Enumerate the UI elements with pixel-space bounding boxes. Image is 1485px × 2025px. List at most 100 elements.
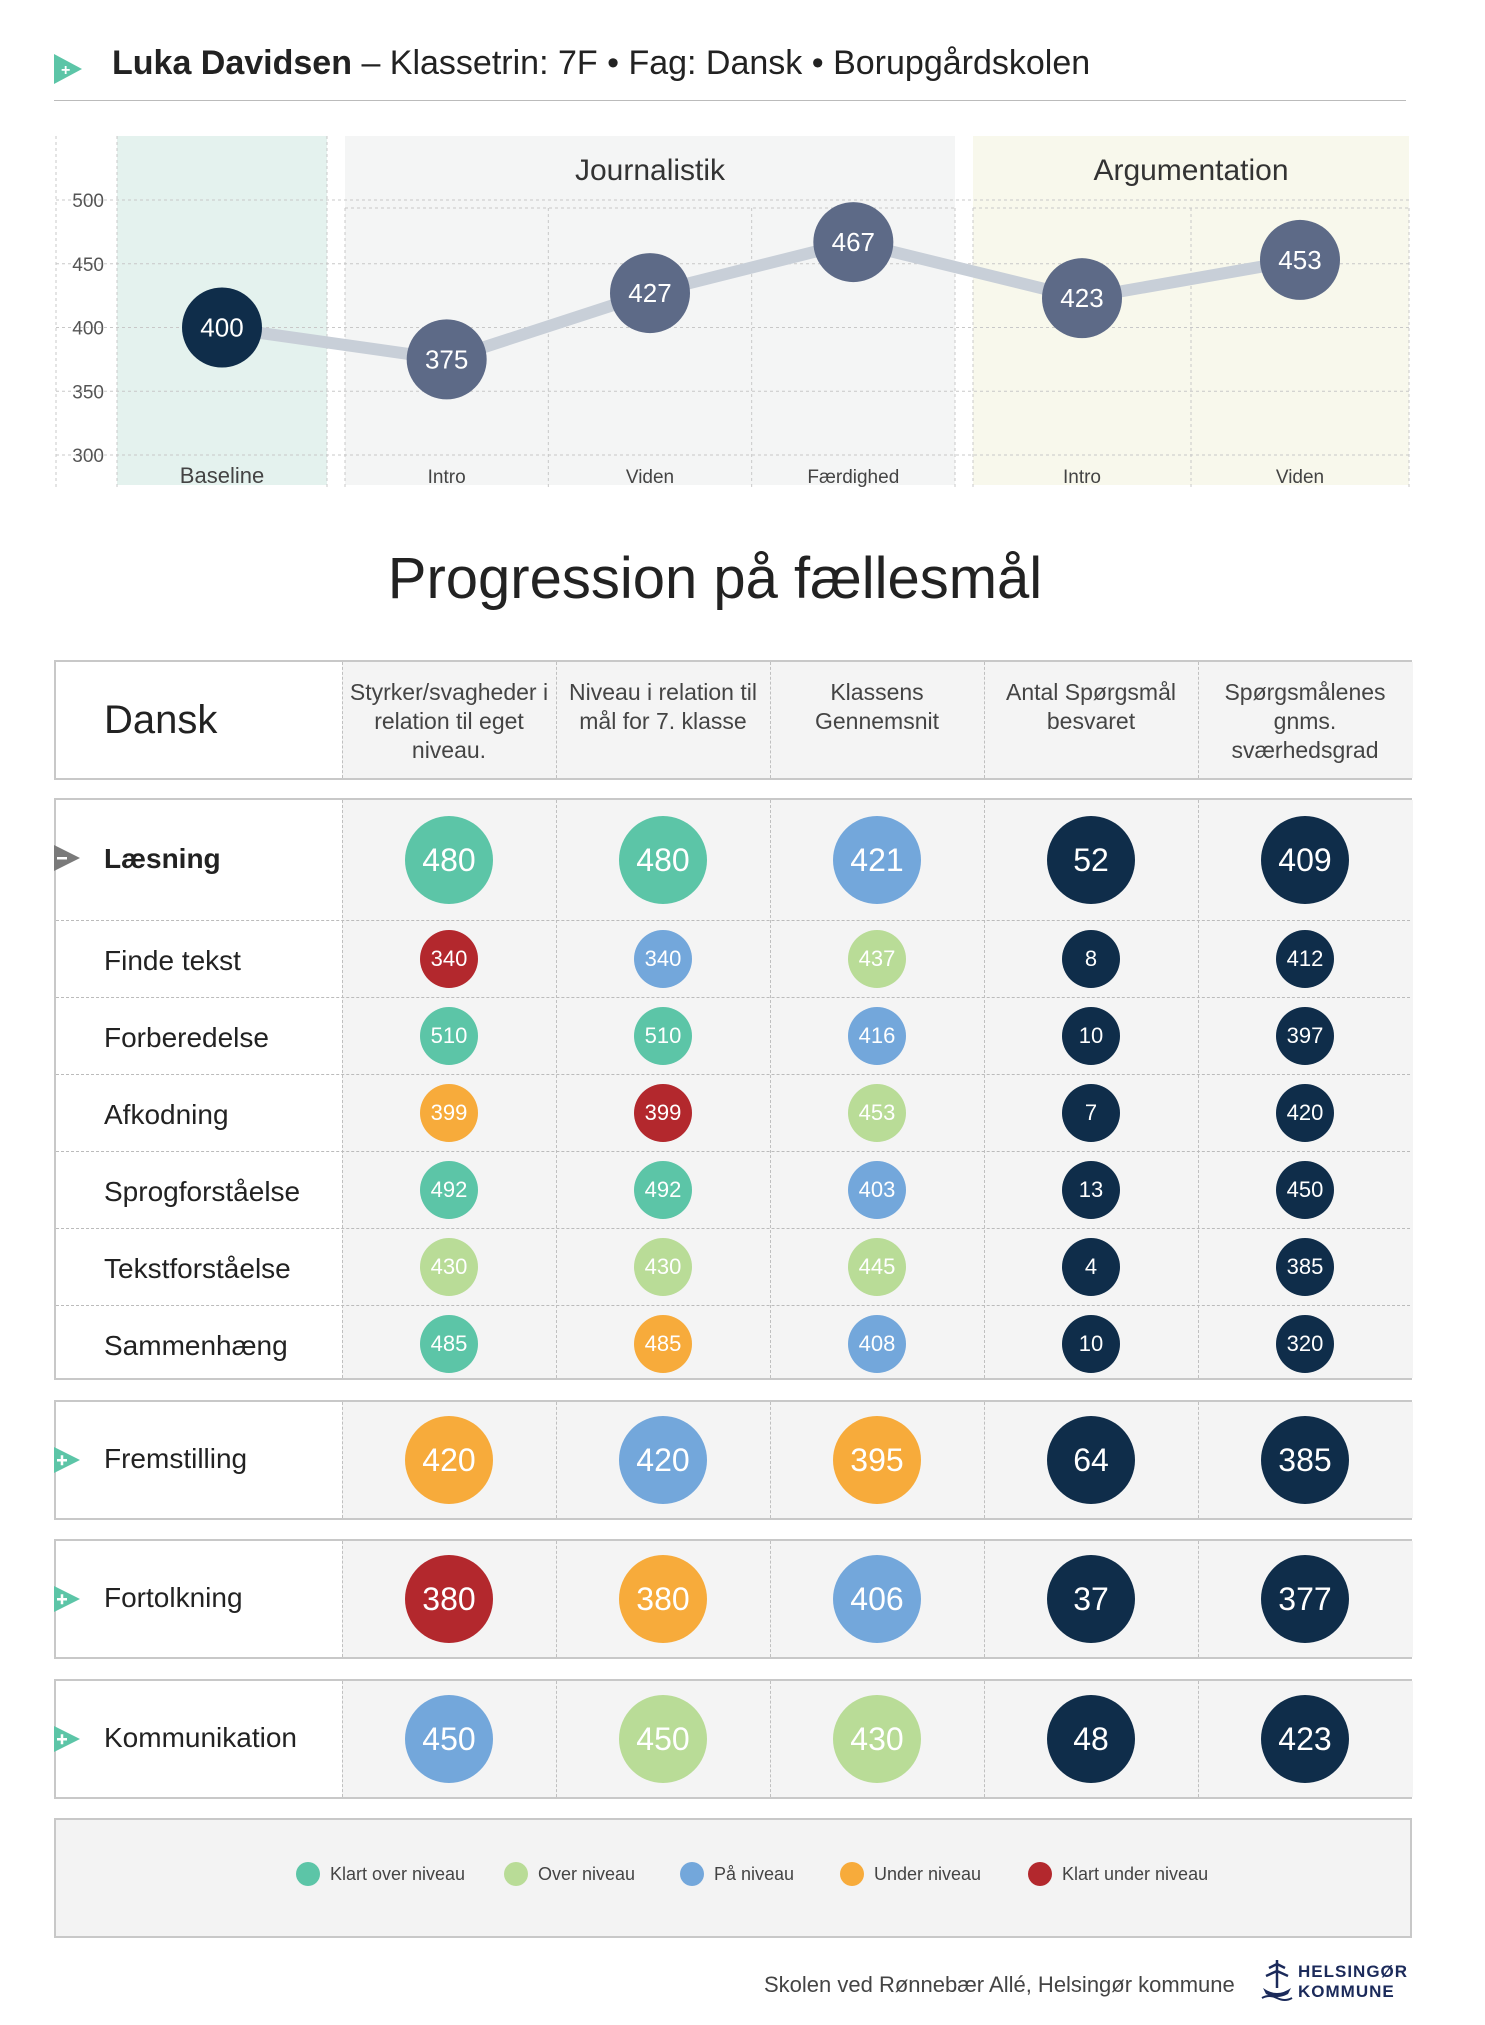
value-circle: 397 (1276, 1006, 1334, 1065)
header-divider (54, 100, 1406, 101)
value-circle: 430 (420, 1237, 478, 1296)
value-circle: 421 (833, 816, 921, 904)
row-divider (56, 1074, 1410, 1075)
data-label: 453 (1278, 245, 1321, 275)
value-circle: 408 (848, 1314, 906, 1373)
table-group-læsning: Læsning 480 480 421 52 409 Finde tekst 340 340 43… (54, 798, 1413, 1380)
column-cell (556, 662, 771, 778)
data-point (610, 253, 690, 334)
column-header: Klassens Gennemsnit (814, 679, 939, 734)
y-tick-label: 400 (72, 319, 104, 340)
logo-line-2: KOMMUNE (1298, 1982, 1395, 2001)
column-header: Antal Spørgsmål besvaret (1005, 679, 1176, 734)
value-circle: 340 (420, 929, 478, 988)
value-circle: 485 (420, 1314, 478, 1373)
table-header: Dansk Styrker/svagheder i relation til eg… (54, 660, 1413, 780)
value-circle: 48 (1047, 1695, 1135, 1783)
value-circle: 10 (1062, 1314, 1120, 1373)
value-circle: 37 (1047, 1555, 1135, 1643)
value-circle: 480 (405, 816, 493, 904)
value-circle: 430 (634, 1237, 692, 1296)
x-tick-label: Færdighed (807, 467, 899, 488)
student-name: Luka Davidsen (112, 44, 352, 82)
data-label: 467 (832, 227, 875, 257)
column-cell (770, 662, 985, 778)
value-circle: 450 (405, 1695, 493, 1783)
value-circle: 437 (848, 929, 906, 988)
group-label[interactable]: Fremstilling (104, 1443, 248, 1474)
value-circle: 380 (405, 1555, 493, 1643)
legend-label: Klart under niveau (1062, 1863, 1209, 1884)
subrow-label: Afkodning (104, 1098, 229, 1130)
value-circle: 420 (1276, 1083, 1334, 1142)
column-header: Styrker/svagheder i relation til eget ni… (349, 679, 549, 763)
value-circle: 412 (1276, 929, 1334, 988)
table-group-kommunikation: Kommunikation 450 450 430 48 423 (54, 1679, 1413, 1799)
legend-label: På niveau (714, 1863, 795, 1884)
data-point (182, 287, 262, 368)
value-circle: 492 (634, 1160, 692, 1219)
legend-dot (680, 1862, 704, 1886)
column-cell (984, 662, 1199, 778)
value-circle: 7 (1062, 1083, 1120, 1142)
subrow-label: Sammenhæng (104, 1329, 288, 1361)
collapse-icon[interactable] (54, 845, 80, 871)
data-label: 423 (1060, 283, 1103, 313)
expand-icon[interactable] (54, 1726, 80, 1752)
value-circle: 406 (833, 1555, 921, 1643)
data-point (1042, 258, 1122, 339)
subject-label: Dansk (104, 698, 218, 742)
legend-dot (1028, 1862, 1052, 1886)
expand-icon[interactable] (54, 1447, 80, 1473)
legend-label: Under niveau (874, 1863, 982, 1884)
value-circle: 492 (420, 1160, 478, 1219)
group-label: Journalistik (575, 154, 726, 187)
footer-text: Skolen ved Rønnebær Allé, Helsingør komm… (764, 1972, 1235, 1997)
value-circle: 52 (1047, 816, 1135, 904)
row-divider (56, 1151, 1410, 1152)
row-divider (56, 920, 1410, 921)
logo-line-1: HELSINGØR (1298, 1962, 1409, 1981)
row-divider (56, 997, 1410, 998)
value-circle: 450 (1276, 1160, 1334, 1219)
expand-arrow-icon[interactable]: + (54, 54, 84, 84)
row-divider (56, 1305, 1410, 1306)
value-circle: 8 (1062, 929, 1120, 988)
group-label: Argumentation (1093, 154, 1288, 187)
legend-item: Klart over niveau (296, 1862, 465, 1886)
legend-label: Over niveau (538, 1863, 636, 1884)
subrow-label: Finde tekst (104, 944, 241, 976)
expand-icon[interactable] (54, 1586, 80, 1612)
section-title: Progression på fællesmål (387, 546, 1043, 611)
y-tick-label: 450 (72, 255, 104, 276)
column-header: Niveau i relation til mål for 7. klasse (569, 679, 757, 734)
logo-ship-icon (1261, 1960, 1293, 2001)
value-circle: 430 (833, 1695, 921, 1783)
data-label: 375 (425, 344, 468, 374)
value-circle: 385 (1261, 1416, 1349, 1504)
helsingor-logo: HELSINGØR KOMMUNE (1260, 1958, 1410, 2008)
group-label[interactable]: Kommunikation (104, 1722, 297, 1753)
value-circle: 453 (848, 1083, 906, 1142)
value-circle: 416 (848, 1006, 906, 1065)
data-label: 400 (200, 313, 243, 343)
legend-item: Under niveau (840, 1862, 981, 1886)
value-circle: 420 (619, 1416, 707, 1504)
subrow-label: Forberedelse (104, 1021, 269, 1053)
y-tick-label: 350 (72, 382, 104, 403)
legend-dot (296, 1862, 320, 1886)
x-tick-label: Baseline (180, 463, 264, 488)
progress-line-chart: 300 350 400 450 500 Baseline Intro Viden Færdigh… (55, 136, 1410, 490)
svg-text:+: + (61, 62, 70, 79)
value-circle: 385 (1276, 1237, 1334, 1296)
legend-item: Over niveau (504, 1862, 635, 1886)
group-label[interactable]: Læsning (104, 843, 221, 874)
value-circle: 13 (1062, 1160, 1120, 1219)
legend-label: Klart over niveau (330, 1863, 466, 1884)
table-group-fremstilling: Fremstilling 420 420 395 64 385 (54, 1400, 1413, 1520)
row-divider (56, 1228, 1410, 1229)
subrow-label: Tekstforståelse (104, 1252, 291, 1284)
data-point (406, 319, 487, 400)
value-circle: 4 (1062, 1237, 1120, 1296)
group-label[interactable]: Fortolkning (104, 1582, 243, 1613)
